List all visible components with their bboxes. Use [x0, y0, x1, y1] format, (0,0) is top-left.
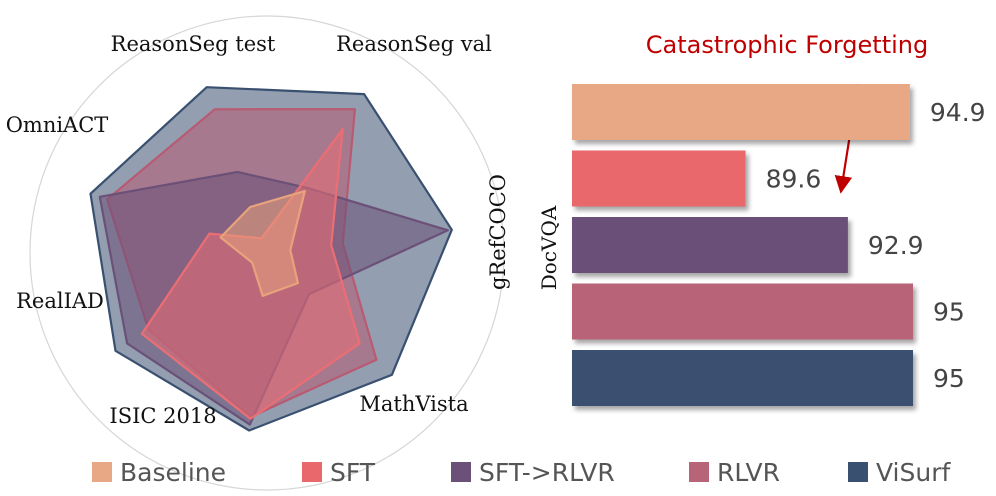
bar-visurf [572, 350, 913, 406]
bar-sft [572, 150, 746, 207]
legend-label-sft-rlvr: SFT->RLVR [479, 458, 615, 487]
radar-axis-label: MathVista [359, 392, 468, 416]
bar-value-label: 89.6 [766, 165, 822, 194]
bar-value-label: 95 [933, 364, 965, 393]
bar-y-axis-label: DocVQA [537, 205, 561, 290]
radar-axis-label: OmniACT [6, 113, 109, 137]
legend-swatch-rlvr [689, 462, 709, 482]
catastrophic-forgetting-annotation: Catastrophic Forgetting [646, 31, 928, 59]
legend: Baseline SFT SFT->RLVR RLVR ViSurf [92, 458, 951, 487]
bar-value-label: 95 [933, 298, 965, 327]
legend-label-baseline: Baseline [120, 458, 226, 487]
legend-swatch-baseline [92, 462, 112, 482]
legend-label-rlvr: RLVR [717, 458, 780, 487]
radar-series-sft [140, 128, 361, 420]
bar-rlvr [572, 283, 913, 340]
radar-axis-label: gRefCOCO [486, 174, 510, 290]
radar-chart: ReasonSeg test ReasonSeg val gRefCOCO Ma… [6, 15, 510, 491]
legend-label-sft: SFT [330, 458, 376, 487]
legend-swatch-sft [302, 462, 322, 482]
bar-value-label: 92.9 [868, 231, 924, 260]
bar-baseline [572, 84, 910, 140]
docvqa-bar-chart: Catastrophic Forgetting DocVQA 94.9 89.6 9… [537, 31, 986, 406]
radar-axis-label: ReasonSeg test [111, 32, 276, 56]
legend-label-visurf: ViSurf [876, 458, 951, 487]
bar-sft-rlvr [572, 217, 848, 273]
legend-swatch-sft-rlvr [451, 462, 471, 482]
radar-axis-label: ISIC 2018 [109, 404, 216, 428]
radar-series-baseline [219, 190, 306, 297]
radar-axis-label: ReasonSeg val [336, 32, 492, 56]
radar-axis-label: RealIAD [16, 289, 104, 313]
legend-swatch-visurf [848, 462, 868, 482]
bar-value-label: 94.9 [930, 98, 986, 127]
radar-outer-ring [29, 15, 505, 491]
